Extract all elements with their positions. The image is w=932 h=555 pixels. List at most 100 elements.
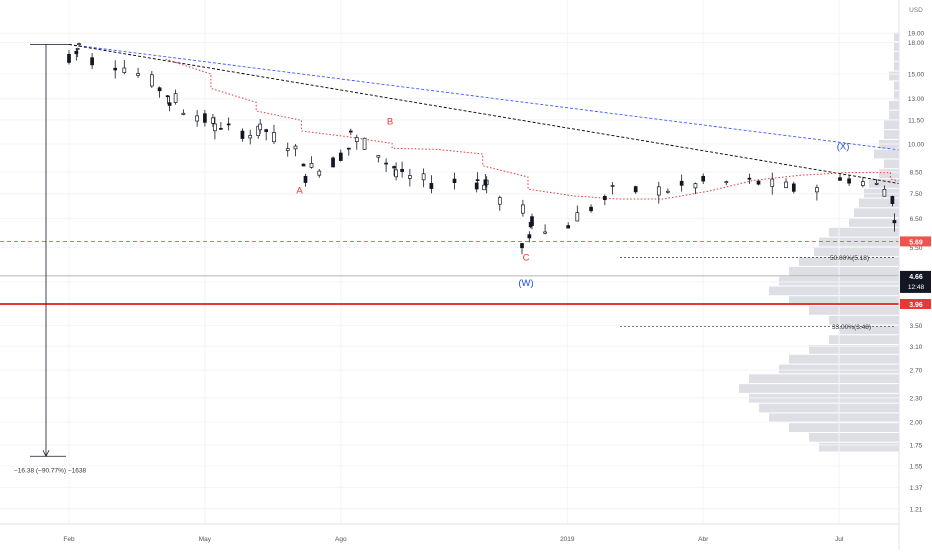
candle-body <box>347 148 350 149</box>
volume-profile-bar <box>849 218 899 227</box>
y-tick-label: 3.10 <box>910 344 923 351</box>
candle-body <box>544 232 547 233</box>
x-tick-label: Abr <box>698 536 709 543</box>
candle-body <box>182 113 185 114</box>
time-axis[interactable]: FebMayAgo2019AbrJulOct2020AbrJulOct2021A… <box>0 524 932 543</box>
fib-level-label: 50.00%(5.18) <box>830 255 869 262</box>
candle-body <box>158 88 161 91</box>
candle-body <box>430 183 433 188</box>
candle-body <box>422 174 425 180</box>
candle-body <box>349 131 352 132</box>
measure-label: −16.38 (−90.77%) −1638 <box>14 467 86 474</box>
candle-body <box>529 222 532 226</box>
candle-body <box>748 178 751 179</box>
candle-body <box>590 207 593 211</box>
y-tick-label: 1.55 <box>910 464 923 471</box>
candle-body <box>377 156 380 158</box>
price-tag-label: 5.69 <box>909 239 923 246</box>
y-tick-label: 1.21 <box>910 506 923 513</box>
annotation-label: (X) <box>837 141 850 152</box>
candle-body <box>166 96 169 97</box>
x-tick-label: Jul <box>835 536 844 543</box>
annotation-label: B <box>387 116 393 127</box>
candle-body <box>318 171 321 175</box>
candle-body <box>657 187 660 195</box>
y-tick-label: 8.50 <box>910 170 923 177</box>
x-tick-label: 2019 <box>560 536 575 543</box>
candle-body <box>114 68 117 70</box>
candle-body <box>861 182 864 186</box>
candle-body <box>567 226 570 229</box>
volume-profile-bar <box>894 42 899 51</box>
candle-body <box>883 189 886 196</box>
candle-body <box>475 183 478 189</box>
candle-body <box>603 196 606 199</box>
y-tick-label: 10.00 <box>908 142 925 149</box>
candle-body <box>498 198 501 205</box>
candle-body <box>286 149 289 151</box>
volume-profile-bar <box>889 111 899 120</box>
candle-body <box>757 181 760 184</box>
candle-body <box>401 169 404 171</box>
moving-average-line <box>166 59 932 391</box>
currency-label: USD <box>909 7 923 14</box>
candle-body <box>91 58 94 65</box>
volume-profile-bar <box>789 423 899 432</box>
y-tick-label: 11.50 <box>908 117 924 124</box>
volume-profile-bar <box>894 52 899 61</box>
y-tick-label: 2.30 <box>910 395 923 402</box>
candle-body <box>634 187 637 192</box>
candle-body <box>875 183 878 184</box>
y-tick-label: 2.70 <box>910 368 923 375</box>
volume-profile-bar <box>819 238 899 247</box>
volume-profile-bar <box>889 101 899 110</box>
y-tick-label: 19.00 <box>908 31 925 38</box>
candle-body <box>75 51 78 53</box>
candle-body <box>78 44 81 45</box>
volume-profile-bar <box>809 433 899 442</box>
price-axis[interactable]: USD19.0018.0015.0013.0011.5010.008.507.5… <box>899 0 932 550</box>
candle-body <box>332 158 335 167</box>
candle-body <box>408 176 411 179</box>
candle-body <box>385 163 388 164</box>
price-tag-label: 3.96 <box>909 302 923 309</box>
fib-level-label: 33.00%(3.48) <box>832 324 871 331</box>
grid <box>0 0 932 524</box>
candle-body <box>219 128 222 129</box>
volume-profile-bar <box>769 413 899 422</box>
volume-profile-bar <box>769 286 899 295</box>
candle-body <box>528 235 531 238</box>
volume-profile-bar <box>739 384 899 393</box>
y-tick-label: 7.50 <box>910 191 923 198</box>
annotation-label: A <box>296 186 303 197</box>
candle-body <box>196 116 199 121</box>
volume-profile-bar <box>884 120 899 129</box>
y-tick-label: 18.00 <box>908 40 925 47</box>
volume-profile-bar <box>884 130 899 139</box>
candle-body <box>211 118 214 123</box>
y-tick-label: 1.75 <box>910 443 923 450</box>
candle-body <box>839 178 842 181</box>
volume-profile-bar <box>789 355 899 364</box>
candle-body <box>355 138 358 142</box>
candle-body <box>702 176 705 181</box>
price-tag-label: 4.66 <box>909 274 923 281</box>
y-tick-label: 15.00 <box>908 72 925 79</box>
candle-body <box>576 213 579 221</box>
candle-body <box>395 170 398 177</box>
candle-body <box>259 124 262 130</box>
volume-profile-bar <box>884 159 899 168</box>
candle-body <box>483 185 486 190</box>
candle-body <box>694 184 697 188</box>
candle-body <box>265 130 268 132</box>
volume-profile-bar <box>809 306 899 315</box>
candle-body <box>203 114 206 123</box>
volume-profile-bar <box>789 267 899 276</box>
candle-body <box>310 163 313 167</box>
volume-profile-bar <box>894 62 899 71</box>
candle-body <box>241 131 244 138</box>
candle-body <box>174 94 177 103</box>
candle-body <box>294 146 297 149</box>
